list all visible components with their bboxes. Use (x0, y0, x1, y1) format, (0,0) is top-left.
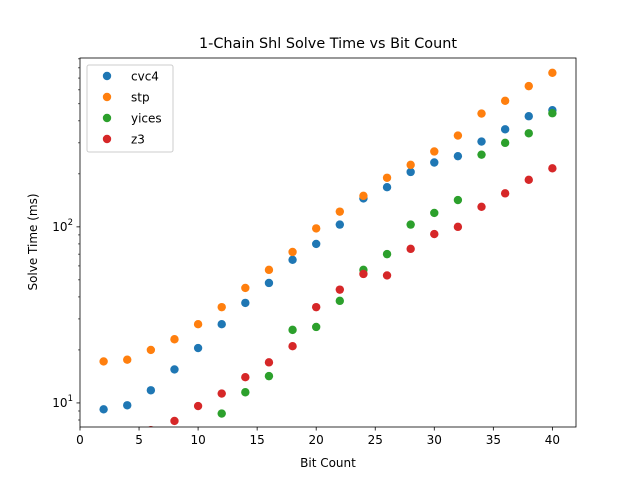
legend-box (86, 64, 174, 153)
point-cvc4 (382, 182, 392, 192)
point-cvc4 (217, 320, 226, 329)
point-z3 (241, 373, 250, 382)
point-cvc4 (264, 278, 274, 288)
point-cvc4 (193, 343, 203, 353)
point-stp (335, 207, 345, 216)
point-yices (264, 371, 274, 381)
point-stp (193, 320, 203, 329)
point-z3 (500, 189, 510, 198)
legend-label-stp: stp (131, 91, 150, 105)
point-stp (548, 68, 557, 77)
point-stp (382, 173, 392, 182)
point-cvc4 (241, 298, 250, 308)
point-z3 (548, 164, 557, 173)
point-yices (241, 388, 250, 397)
point-cvc4 (453, 151, 463, 161)
legend-marker-z3 (102, 134, 112, 144)
point-stp (453, 131, 463, 140)
point-z3 (453, 222, 463, 232)
x-tick-label: 40 (545, 433, 560, 447)
point-z3 (170, 416, 179, 426)
point-yices (382, 249, 392, 259)
point-z3 (311, 302, 321, 312)
point-z3 (382, 271, 392, 280)
point-stp (217, 302, 226, 312)
point-yices (311, 322, 321, 332)
point-yices (335, 296, 345, 306)
point-stp (359, 191, 368, 201)
legend: cvc4 stp yices z3 (86, 64, 174, 153)
point-stp (430, 147, 439, 156)
x-tick-label: 35 (486, 433, 501, 447)
point-stp (500, 96, 510, 105)
point-z3 (335, 285, 345, 294)
y-axis-label: Solve Time (ms) (26, 193, 40, 290)
point-cvc4 (406, 167, 415, 177)
point-z3 (430, 229, 439, 239)
point-stp (264, 265, 274, 275)
y-tick-label: 101 (52, 394, 73, 410)
point-yices (453, 195, 463, 205)
legend-label-cvc4: cvc4 (131, 70, 159, 84)
x-tick-label: 15 (250, 433, 265, 447)
x-tick-label: 10 (190, 433, 205, 447)
point-z3 (359, 269, 368, 279)
point-stp (406, 160, 415, 170)
legend-label-yices: yices (131, 112, 162, 126)
point-z3 (477, 202, 486, 211)
point-z3 (524, 175, 533, 185)
legend-marker-cvc4 (102, 71, 112, 81)
point-yices (430, 208, 439, 218)
x-tick-label: 30 (427, 433, 442, 447)
point-stp (477, 109, 486, 118)
point-cvc4 (170, 365, 179, 374)
point-cvc4 (146, 386, 156, 395)
point-z3 (406, 244, 415, 254)
point-yices (500, 138, 510, 148)
point-cvc4 (123, 401, 132, 410)
x-tick-label: 20 (309, 433, 324, 447)
point-stp (524, 81, 533, 91)
y-axis-ticks: 101 102 (52, 58, 80, 421)
point-cvc4 (524, 112, 533, 121)
y-tick-label: 102 (52, 218, 73, 234)
point-stp (311, 224, 321, 233)
legend-marker-yices (102, 113, 112, 123)
point-stp (170, 335, 179, 344)
x-axis-label: Bit Count (300, 456, 356, 470)
point-cvc4 (500, 125, 510, 134)
x-tick-label: 5 (135, 433, 143, 447)
point-stp (241, 283, 250, 293)
point-cvc4 (99, 405, 108, 414)
point-stp (146, 345, 156, 355)
chart-title: 1-Chain Shl Solve Time vs Bit Count (199, 36, 457, 52)
point-yices (548, 109, 557, 118)
point-cvc4 (430, 158, 439, 167)
point-stp (99, 357, 108, 366)
x-tick-label: 25 (368, 433, 383, 447)
point-stp (288, 247, 297, 257)
point-cvc4 (288, 255, 297, 265)
point-yices (406, 220, 415, 229)
point-z3 (193, 401, 203, 411)
x-axis-ticks: 0 5 10 15 20 25 30 35 40 (76, 427, 560, 447)
point-cvc4 (335, 220, 345, 229)
point-z3 (264, 358, 274, 367)
legend-label-z3: z3 (131, 133, 145, 147)
point-cvc4 (311, 239, 321, 249)
legend-marker-stp (102, 92, 112, 102)
data-points (99, 68, 557, 427)
point-yices (288, 325, 297, 335)
point-yices (524, 129, 533, 138)
point-yices (217, 409, 226, 418)
point-z3 (288, 342, 297, 351)
point-yices (477, 150, 486, 159)
point-stp (123, 355, 132, 364)
point-cvc4 (477, 137, 486, 146)
x-tick-label: 0 (76, 433, 84, 447)
point-z3 (217, 389, 226, 398)
plot-frame (79, 57, 577, 428)
